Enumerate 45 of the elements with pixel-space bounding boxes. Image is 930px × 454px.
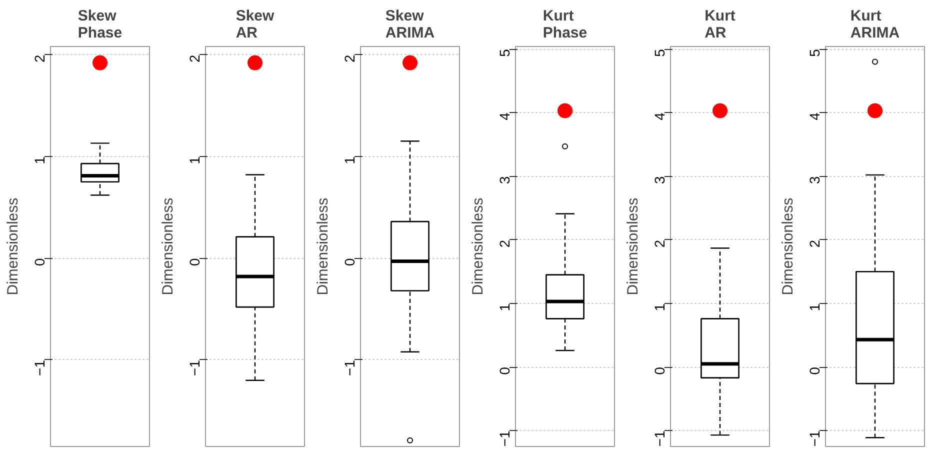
- y-tick-label: 0: [496, 366, 512, 375]
- y-tick-label: 1: [186, 156, 202, 164]
- y-tick-label: 0: [652, 366, 668, 375]
- y-tick-label: 4: [496, 112, 512, 120]
- y-tick-label: 0: [32, 258, 48, 266]
- chart-title: Kurt Phase: [542, 8, 588, 42]
- y-tick-label: 5: [806, 48, 822, 57]
- y-tick-label: −1: [652, 430, 668, 447]
- y-tick-label: −1: [496, 430, 512, 447]
- y-tick-label: 3: [806, 176, 822, 184]
- chart-title: Skew AR: [236, 8, 275, 42]
- chart-title: Kurt AR: [704, 8, 736, 42]
- y-tick-label: 2: [342, 54, 358, 62]
- y-tick-label: 2: [32, 54, 48, 62]
- y-axis-title: Dimensionless: [624, 198, 642, 296]
- y-tick-label: −1: [186, 360, 202, 376]
- y-tick-label: −1: [806, 430, 822, 447]
- y-axis-title: Dimensionless: [314, 198, 332, 296]
- y-tick-label: 3: [496, 176, 512, 184]
- y-tick-label: 2: [186, 54, 202, 62]
- y-tick-label: 2: [806, 240, 822, 248]
- y-tick-label: 5: [496, 48, 512, 57]
- chart-title: Skew ARIMA: [385, 8, 435, 42]
- y-tick-label: 1: [496, 303, 512, 312]
- y-tick-label: 4: [652, 112, 668, 120]
- y-tick-label: 1: [652, 303, 668, 312]
- y-axis-title: Dimensionless: [780, 198, 796, 296]
- y-axis-title: Dimensionless: [4, 198, 22, 296]
- y-axis-title: Dimensionless: [160, 198, 176, 296]
- y-tick-label: 0: [806, 366, 822, 375]
- chart-title: Skew Phase: [78, 8, 122, 42]
- y-tick-label: 4: [806, 112, 822, 120]
- y-tick-label: 5: [652, 48, 668, 57]
- y-tick-label: 0: [342, 258, 358, 266]
- y-tick-label: −1: [342, 360, 358, 376]
- chart-title: Kurt ARIMA: [850, 8, 900, 42]
- y-tick-label: 2: [496, 240, 512, 248]
- y-tick-label: 0: [186, 258, 202, 266]
- y-tick-label: 1: [342, 156, 358, 164]
- y-tick-label: −1: [32, 360, 48, 376]
- y-tick-label: 1: [806, 303, 822, 312]
- y-tick-label: 1: [32, 156, 48, 164]
- y-tick-label: 2: [652, 240, 668, 248]
- y-axis-title: Dimensionless: [470, 198, 486, 296]
- y-tick-label: 3: [652, 176, 668, 184]
